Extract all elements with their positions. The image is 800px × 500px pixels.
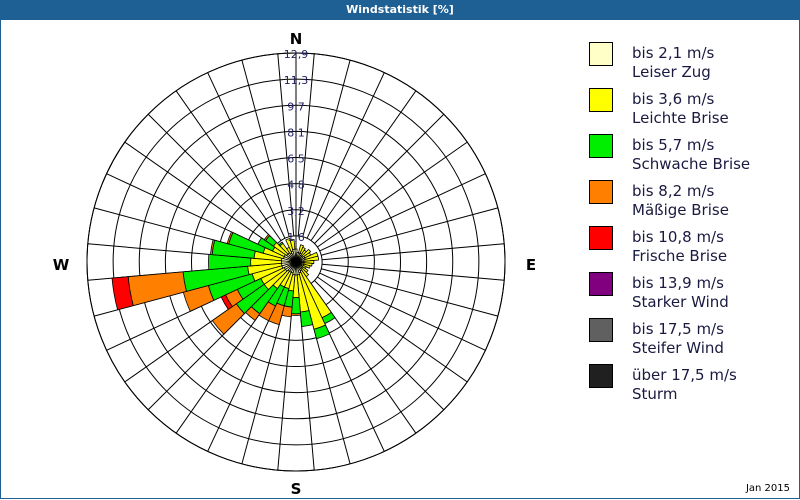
legend-swatch [589,134,613,158]
radial-tick-label: 11,3 [284,74,309,87]
wind-bar-segment [299,246,306,255]
legend-swatch [589,364,613,388]
legend-speed: bis 2,1 m/s [632,44,715,62]
wind-bar-segment [298,244,305,254]
legend-label: Leichte Brise [632,109,729,127]
legend-label: Sturm [632,385,678,403]
radial-tick-label: 8,1 [287,126,305,139]
legend-label: Starker Wind [632,293,729,311]
date-label: Jan 2015 [745,483,790,494]
radial-tick-label: 12,9 [284,48,309,61]
legend-swatch [589,318,613,342]
compass-w: W [53,256,70,274]
legend-label: Mäßige Brise [632,201,729,219]
wind-bar-segment [226,231,234,245]
compass-e: E [526,256,536,274]
wind-bar-segment [289,238,296,250]
wind-bar-segment [313,324,331,340]
wind-bar-segment [210,239,216,256]
legend-swatch [589,42,613,66]
wind-bar-segment [278,241,284,247]
legend-speed: bis 10,8 m/s [632,228,724,246]
wind-bar-segment [302,263,311,269]
chart-title: Windstatistik [%] [0,0,800,20]
legend-swatch [589,272,613,296]
wind-bar-segment [211,303,246,335]
legend-speed: bis 8,2 m/s [632,182,715,200]
wind-bars [111,231,336,340]
wind-bar-segment [111,276,134,311]
legend-swatch [589,88,613,112]
radial-tick-label: 1,6 [287,231,305,244]
radial-tick-label: 6,5 [287,153,305,166]
legend-label: Steifer Wind [632,339,724,357]
legend-speed: bis 13,9 m/s [632,274,724,292]
wind-bar-segment [301,248,312,258]
wind-bar-segment [257,237,276,252]
compass-n: N [290,30,303,48]
compass-s: S [291,480,302,498]
wind-bar-segment [303,255,320,262]
legend-swatch [589,226,613,250]
wind-bar-segment [208,253,252,271]
wind-bar-segment [299,310,314,327]
wind-bar-segment [303,262,313,267]
legend-speed: bis 17,5 m/s [632,320,724,338]
wind-bar-segment [263,233,271,242]
legend-label: Leiser Zug [632,63,711,81]
radial-tick-label: 3,2 [287,205,305,218]
wind-bar-segment [285,238,294,253]
radial-tick-label: 4,8 [287,179,305,192]
wind-bar-segment [290,313,302,316]
legend-label: Schwache Brise [632,155,751,173]
radial-tick-label: 9,7 [287,100,305,113]
legend-speed: bis 5,7 m/s [632,136,715,154]
legend-speed: bis 3,6 m/s [632,90,715,108]
legend-speed: über 17,5 m/s [632,366,737,384]
legend-swatch [589,180,613,204]
legend-label: Frische Brise [632,247,728,265]
